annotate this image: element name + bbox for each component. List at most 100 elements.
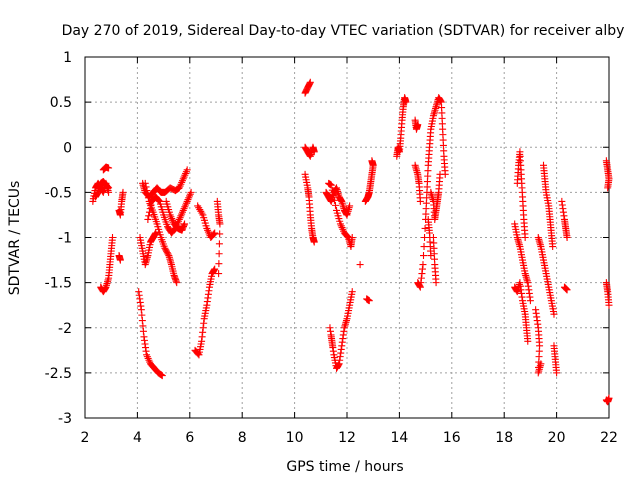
x-tick-label: 22 [600, 430, 618, 446]
data-point [563, 234, 571, 241]
data-point [109, 234, 117, 241]
x-tick-label: 8 [238, 430, 247, 446]
data-point [416, 197, 424, 205]
data-point [158, 372, 166, 380]
data-point [152, 229, 160, 237]
data-point [310, 238, 318, 246]
y-tick-label: -2 [58, 321, 72, 337]
y-axis-label: SDTVAR / TECUs [7, 181, 23, 296]
data-point [146, 205, 154, 213]
data-point [356, 261, 364, 269]
data-point [215, 260, 223, 268]
data-point [330, 196, 338, 204]
y-tick-labels: -3 -2.5 -2 -1.5 -1 -0.5 0 0.5 1 [45, 50, 72, 427]
data-point [163, 249, 171, 257]
data-point [155, 196, 163, 204]
data-point [181, 220, 189, 228]
x-tick-label: 10 [286, 430, 304, 446]
data-point [216, 230, 224, 238]
x-tick-label: 20 [548, 430, 566, 446]
data-point [553, 369, 561, 377]
data-point [162, 246, 170, 254]
data-point [346, 202, 354, 210]
y-tick-label: 1 [63, 50, 72, 66]
data-point [211, 229, 219, 237]
y-tick-label: -1.5 [45, 276, 72, 292]
data-point [211, 265, 219, 273]
data-point [526, 297, 534, 305]
data-point [116, 256, 124, 264]
data-point [436, 170, 444, 178]
data-point [162, 247, 170, 255]
data-point [549, 243, 557, 251]
data-point [215, 240, 223, 248]
data-point [421, 224, 429, 232]
y-tick-label: -0.5 [45, 185, 72, 201]
data-point [329, 191, 337, 199]
data-point [414, 121, 422, 129]
data-point [215, 250, 223, 258]
data-point [521, 234, 529, 241]
data-point [348, 288, 356, 296]
data-point [348, 234, 356, 241]
data-point [119, 188, 127, 196]
data-point [143, 187, 151, 195]
data-point [420, 252, 428, 260]
data-point [402, 98, 410, 106]
data-point [144, 215, 152, 223]
data-point [329, 342, 337, 350]
y-tick-label: 0 [63, 140, 72, 156]
data-point [432, 279, 440, 287]
data-point [142, 183, 150, 191]
x-tick-label: 12 [338, 430, 356, 446]
x-tick-labels: 2 4 6 8 10 12 14 16 18 20 22 [81, 430, 618, 446]
x-tick-label: 14 [390, 430, 408, 446]
data-point [427, 252, 435, 260]
data-point [187, 188, 195, 196]
x-tick-label: 16 [443, 430, 461, 446]
y-tick-label: -1 [58, 231, 72, 247]
data-point [215, 270, 223, 278]
data-point [105, 184, 113, 192]
x-axis-label: GPS time / hours [286, 459, 403, 475]
chart-title: Day 270 of 2019, Sidereal Day-to-day VTE… [62, 23, 625, 39]
x-tick-label: 2 [81, 430, 90, 446]
data-point [144, 194, 152, 202]
data-point [524, 337, 532, 345]
data-point [216, 220, 224, 228]
data-point [420, 243, 428, 251]
data-point [419, 261, 427, 269]
data-point [145, 212, 153, 220]
y-tick-label: -3 [58, 411, 72, 427]
data-point [173, 279, 181, 287]
data-point [145, 208, 153, 216]
data-points [89, 78, 613, 406]
data-point [368, 157, 376, 165]
data-point [183, 166, 191, 174]
data-point [161, 244, 169, 252]
data-point [144, 190, 152, 198]
x-tick-label: 18 [495, 430, 513, 446]
data-point [328, 186, 336, 194]
data-point [563, 286, 571, 294]
x-tick-label: 6 [185, 430, 194, 446]
data-point [605, 394, 613, 402]
data-point [141, 179, 149, 187]
x-tick-label: 4 [133, 430, 142, 446]
data-point [306, 78, 314, 86]
y-tick-label: -2.5 [45, 366, 72, 382]
data-point [164, 250, 172, 258]
y-tick-label: 0.5 [50, 95, 72, 111]
data-point [550, 310, 558, 318]
data-point [105, 164, 113, 172]
data-point [365, 297, 373, 305]
data-point [147, 201, 155, 209]
data-point [604, 184, 612, 192]
data-point [327, 181, 335, 189]
data-point [537, 360, 545, 368]
data-point [605, 301, 613, 309]
data-point [310, 148, 318, 156]
data-point [331, 201, 339, 209]
